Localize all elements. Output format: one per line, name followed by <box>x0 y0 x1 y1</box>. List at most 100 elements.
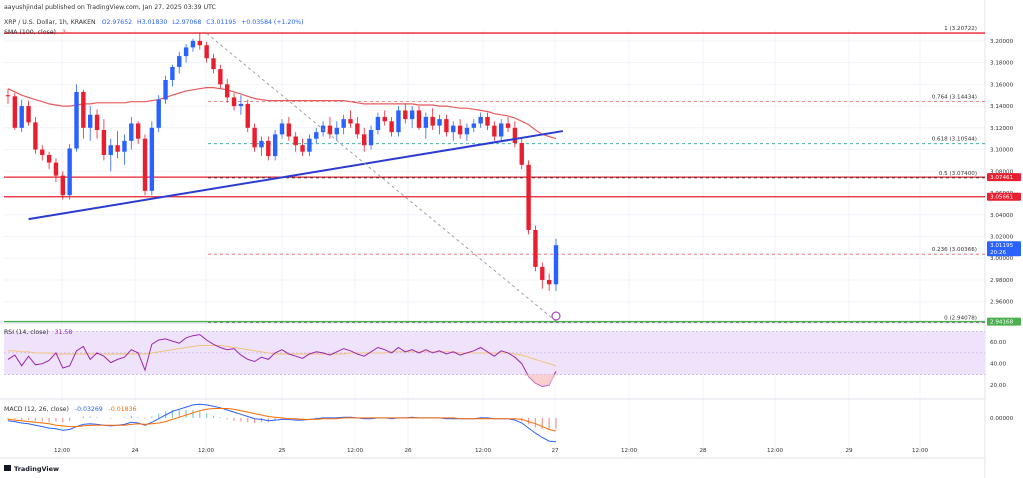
macd-pane: 0.00000 <box>7 403 1014 443</box>
macd-legend[interactable]: MACD (12, 26, close) -0.03269 -0.01836 <box>4 406 137 413</box>
price-badge <box>987 317 1021 326</box>
alert-icon <box>551 311 561 321</box>
candle-body <box>46 154 52 163</box>
candle-body <box>512 127 518 144</box>
time-tick: 12:00 <box>912 448 929 454</box>
header: aayushjindal published on TradingView.co… <box>4 4 304 473</box>
candle-body <box>122 140 127 152</box>
price-tick: 3.10000 <box>990 148 1014 154</box>
time-tick: 12:00 <box>767 448 784 454</box>
price-badge-value: 2.94168 <box>990 320 1014 326</box>
price-tick: 2.96000 <box>990 300 1014 306</box>
candle-body <box>115 145 120 152</box>
fib-label: 0.618 (3.10544) <box>932 137 977 143</box>
candle-body <box>396 110 401 133</box>
rsi-tick: 40.00 <box>990 362 1006 368</box>
macd-legend-value-2: -0.01836 <box>109 406 137 413</box>
support-trendline <box>28 130 564 221</box>
time-tick: 12:00 <box>621 448 638 454</box>
candle-body <box>177 56 182 67</box>
candle-body <box>444 119 449 133</box>
fib-label: 0.5 (3.07400) <box>939 171 977 177</box>
tradingview-logo-icon <box>4 465 11 471</box>
candle-body <box>553 245 559 285</box>
candle-body <box>403 110 408 120</box>
candle-body <box>286 123 292 137</box>
candle-body <box>430 116 435 126</box>
time-tick: 28 <box>699 448 707 454</box>
candle-body <box>341 119 346 128</box>
candle-body <box>135 123 141 139</box>
rsi-pane: 60.00 40.00 20.00 <box>4 331 1006 389</box>
tradingview-logo[interactable]: TradingView <box>4 465 59 473</box>
candle-body <box>170 66 175 80</box>
author-line: aayushjindal published on TradingView.co… <box>4 4 216 11</box>
time-tick: 27 <box>551 448 559 454</box>
candle-body <box>279 123 285 135</box>
candle-body <box>53 162 59 176</box>
candle-body <box>300 145 305 152</box>
rsi-oversold-fill <box>521 374 556 387</box>
candle-body <box>67 148 72 196</box>
rsi-legend-value: 31.58 <box>55 329 73 336</box>
candle-body <box>368 129 374 146</box>
candle-body <box>183 47 189 57</box>
candle-body <box>245 103 250 128</box>
ohlc-low: L2.97068 <box>172 19 201 26</box>
candle-body <box>218 69 223 85</box>
price-badge <box>987 241 1021 257</box>
fib-label: 1 (3.20722) <box>944 26 977 32</box>
candle-body <box>307 138 312 152</box>
candle-body <box>348 119 353 124</box>
time-tick: 12:00 <box>347 448 364 454</box>
price-badge <box>987 192 1021 201</box>
price-badge-countdown: 20:26 <box>990 250 1007 256</box>
candle-body <box>40 149 45 155</box>
ohlc-high: H3.01830 <box>137 19 167 26</box>
fib-labels: 1 (3.20722) 0.764 (3.14434) 0.618 (3.10544… <box>932 26 977 322</box>
macd-tick: 0.00000 <box>990 416 1014 422</box>
ohlc-change: +0.03584 (+1.20%) <box>241 19 303 26</box>
candle-body <box>327 125 333 135</box>
candle-body <box>238 103 244 107</box>
price-tick: 3.08000 <box>990 169 1014 175</box>
candle-body <box>33 122 38 150</box>
candle-body <box>5 95 11 97</box>
price-tick: 2.98000 <box>990 278 1014 284</box>
candle-body <box>533 229 538 267</box>
candle-body <box>94 114 100 130</box>
candle-body <box>540 266 545 280</box>
candle-body <box>12 96 18 128</box>
candle-body <box>334 127 339 135</box>
candle-body <box>437 119 442 126</box>
candle-body <box>101 129 107 155</box>
candle-body <box>149 127 155 191</box>
sma-legend-label: SMA (100, close) <box>4 29 56 36</box>
rsi-tick: 20.00 <box>990 383 1006 389</box>
time-tick: 12:00 <box>198 448 215 454</box>
ohlc-open: O2.97652 <box>102 19 133 26</box>
price-badge-value: 3.05661 <box>990 195 1014 201</box>
price-axis[interactable]: 3.20000 3.18000 3.16000 3.14000 3.12000 3.100… <box>990 39 1014 306</box>
candle-body <box>519 143 524 165</box>
sma-legend[interactable]: SMA (100, close) 3 <box>4 29 66 36</box>
candle-body <box>211 58 216 70</box>
candle-body <box>81 91 86 128</box>
candle-body <box>88 114 93 128</box>
time-tick: 29 <box>845 448 853 454</box>
time-axis[interactable]: 12:00 24 12:00 25 12:00 26 12:00 27 12:00 28 12:00… <box>54 448 929 454</box>
price-badge <box>987 173 1021 182</box>
rsi-tick: 60.00 <box>990 340 1006 346</box>
candle-body <box>457 125 463 135</box>
candle-body <box>225 84 230 98</box>
rsi-legend[interactable]: RSI (14, close) 31.58 <box>4 329 72 336</box>
candle-body <box>204 45 209 59</box>
candle-body <box>505 123 511 128</box>
price-tick: 3.20000 <box>990 39 1014 45</box>
candle-body <box>272 134 278 157</box>
ohlc-close: C3.01195 <box>206 19 236 26</box>
candle-body <box>252 127 257 148</box>
time-tick: 24 <box>131 448 139 454</box>
candle-body <box>499 123 504 137</box>
